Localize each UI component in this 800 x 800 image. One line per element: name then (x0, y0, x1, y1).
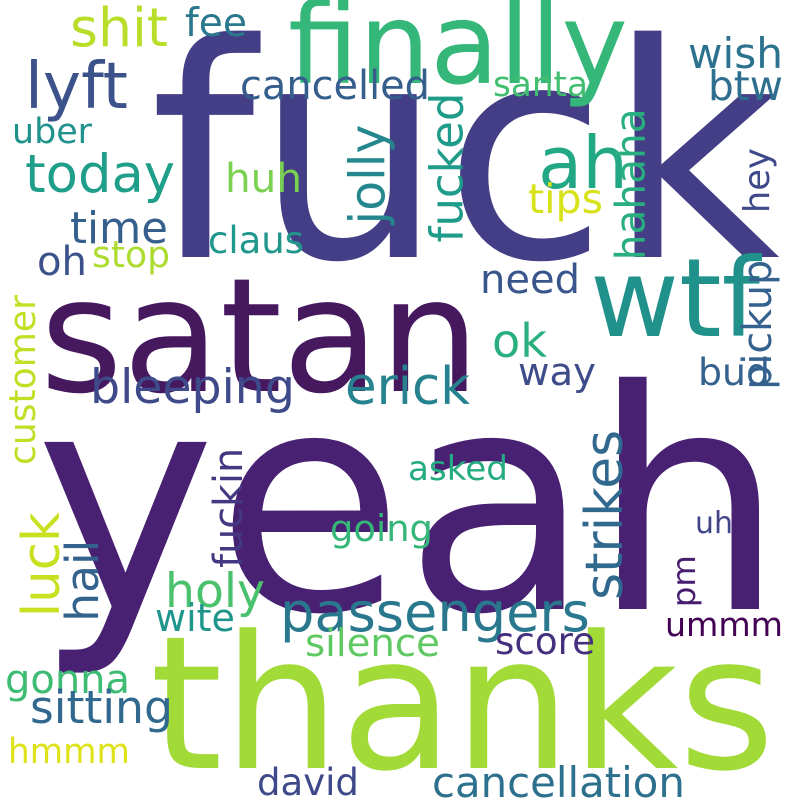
word-sitting: sitting (30, 680, 173, 734)
word-going: going (330, 507, 433, 551)
word-customer: customer (0, 295, 44, 465)
word-gonna: gonna (5, 656, 130, 703)
word-pm: pm (664, 555, 703, 607)
word-strikes: strikes (575, 430, 636, 600)
word-today: today (25, 143, 175, 205)
word-finally: finally (288, 0, 628, 110)
word-lyft: lyft (25, 48, 128, 124)
word-wish: wish (688, 28, 783, 78)
word-wtf: wtf (590, 235, 760, 363)
word-fucked: fucked (420, 93, 474, 243)
word-passengers: passengers (280, 580, 590, 644)
word-tips: tips (528, 174, 603, 223)
word-cancelled: cancelled (240, 62, 430, 109)
word-uh: uh (695, 506, 733, 541)
word-hahaha: hahaha (606, 108, 655, 260)
word-thanks: thanks (150, 596, 775, 800)
word-hmmm: hmmm (8, 731, 130, 772)
word-cancellation: cancellation (432, 757, 685, 800)
word-oh: oh (37, 239, 87, 286)
word-fuck: fuck (150, 0, 780, 329)
word-holy: holy (165, 564, 265, 620)
word-huh: huh (225, 153, 302, 202)
word-ummm: ummm (665, 604, 783, 644)
word-santa: santa (493, 64, 588, 105)
word-way: way (518, 349, 596, 395)
word-btw: btw (708, 61, 783, 110)
word-score: score (495, 618, 595, 663)
word-hail: hail (55, 540, 109, 622)
word-uber: uber (12, 111, 92, 152)
word-shit: shit (70, 0, 168, 60)
word-bud: bud (698, 350, 770, 395)
word-fee: fee (185, 0, 247, 46)
word-ah: ah (538, 122, 628, 207)
word-yeah: yeah (35, 326, 785, 683)
word-jolly: jolly (337, 125, 396, 225)
word-silence: silence (305, 621, 440, 667)
word-need: need (480, 256, 580, 303)
word-satan: satan (40, 245, 480, 430)
word-ok: ok (492, 313, 547, 368)
word-pickup: pickup (735, 260, 782, 390)
word-wite: wite (155, 595, 235, 640)
word-stop: stop (92, 232, 170, 276)
word-erick: erick (345, 357, 470, 418)
word-bleeping: bleeping (90, 360, 295, 416)
word-claus: claus (208, 218, 304, 262)
word-time: time (70, 204, 168, 255)
word-fuckin: fuckin (205, 448, 252, 568)
word-asked: asked (408, 449, 508, 490)
word-hey: hey (736, 148, 778, 213)
word-david: david (257, 760, 359, 800)
